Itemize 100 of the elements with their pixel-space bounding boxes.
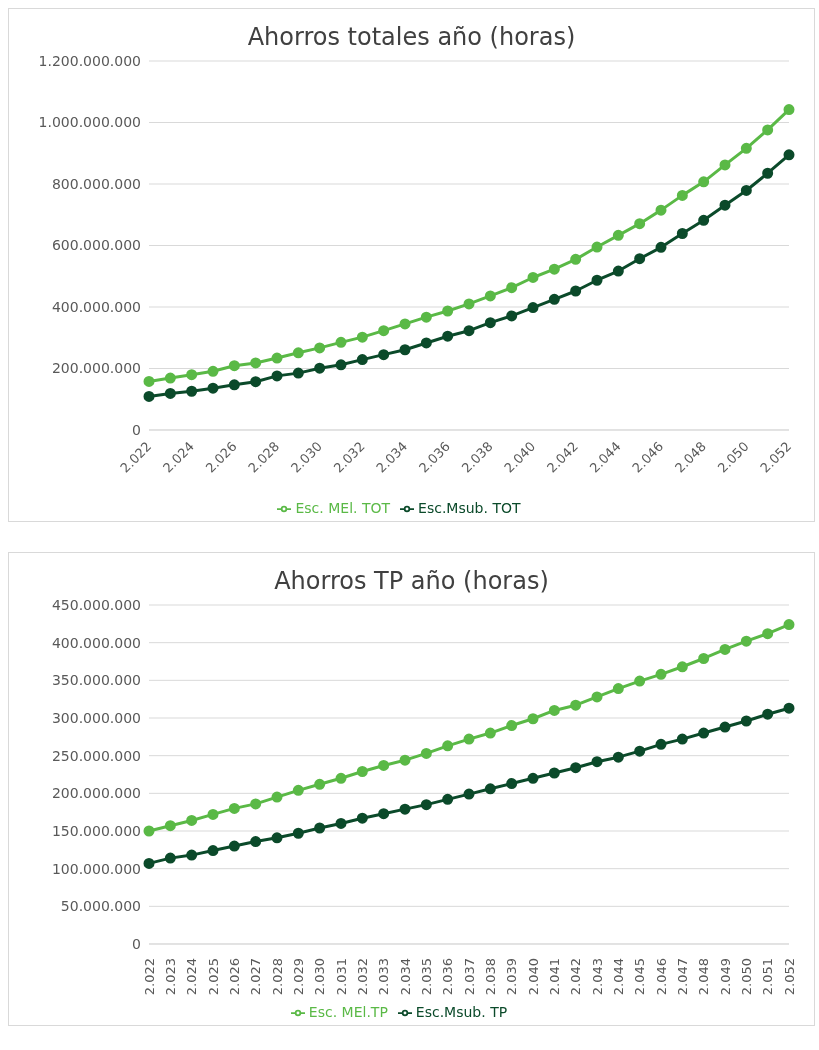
x-tick-label: 2.042 [568, 958, 584, 996]
point [527, 713, 539, 725]
point [378, 325, 390, 337]
point [612, 683, 624, 695]
point [186, 849, 198, 861]
point [527, 302, 539, 314]
point [250, 836, 262, 848]
point [719, 643, 731, 655]
x-tick-label: 2.044 [610, 958, 626, 996]
point [676, 228, 688, 240]
point [335, 336, 347, 348]
point [143, 857, 155, 869]
x-tick-label: 2.045 [632, 958, 648, 996]
point [164, 372, 176, 384]
point [420, 799, 432, 811]
point [463, 298, 475, 310]
point [442, 305, 454, 317]
point [484, 290, 496, 302]
point [548, 767, 560, 779]
point [634, 253, 646, 265]
point [356, 765, 368, 777]
point [548, 263, 560, 275]
x-tick-label: 2.040 [525, 958, 541, 996]
point [506, 310, 518, 322]
point [420, 747, 432, 759]
x-tick-label: 2.036 [440, 958, 456, 996]
x-tick-label: 2.047 [674, 958, 690, 996]
point [506, 282, 518, 294]
point [676, 189, 688, 201]
point [762, 167, 774, 179]
y-tick-label: 0 [132, 421, 141, 438]
point [228, 379, 240, 391]
point [570, 699, 582, 711]
point [484, 317, 496, 329]
point [378, 759, 390, 771]
y-tick-label: 200.000.000 [51, 785, 141, 802]
point [719, 159, 731, 171]
point [271, 832, 283, 844]
point [634, 218, 646, 230]
point [399, 803, 411, 815]
y-tick-label: 50.000.000 [60, 898, 141, 915]
point [570, 253, 582, 265]
legend-label: Esc.Msub. TP [415, 1004, 508, 1020]
point [207, 382, 219, 394]
y-tick-label: 1.200.000.000 [38, 52, 141, 69]
point [591, 241, 603, 253]
point [484, 727, 496, 739]
point [676, 661, 688, 673]
point [591, 691, 603, 703]
point [676, 733, 688, 745]
point [783, 104, 795, 116]
point [228, 840, 240, 852]
y-tick-label: 150.000.000 [51, 822, 141, 839]
point [548, 293, 560, 305]
y-tick-label: 800.000.000 [51, 175, 141, 192]
x-tick-label: 2.052 [781, 958, 797, 996]
y-tick-label: 400.000.000 [51, 634, 141, 651]
y-tick-label: 450.000.000 [51, 596, 141, 613]
point [399, 318, 411, 330]
point [292, 367, 304, 379]
point [250, 798, 262, 810]
point [314, 778, 326, 790]
x-tick-label: 2.025 [205, 958, 221, 996]
x-tick-label: 2.022 [141, 958, 157, 996]
point [698, 727, 710, 739]
point [186, 814, 198, 826]
point [719, 199, 731, 211]
legend-label: Esc. MEl.TP [308, 1004, 388, 1020]
point [335, 817, 347, 829]
x-tick-label: 2.050 [738, 958, 754, 996]
x-tick-label: 2.029 [290, 958, 306, 996]
point [698, 214, 710, 226]
point [250, 357, 262, 369]
point [143, 390, 155, 402]
x-tick-label: 2.043 [589, 958, 605, 996]
x-tick-label: 2.023 [162, 958, 178, 996]
x-tick-label: 2.046 [653, 958, 669, 996]
point [506, 778, 518, 790]
point [527, 772, 539, 784]
chart-title: Ahorros totales año (horas) [246, 22, 577, 51]
point [570, 285, 582, 297]
point [207, 365, 219, 377]
x-tick-label: 2.031 [333, 958, 349, 996]
point [271, 370, 283, 382]
point [378, 808, 390, 820]
point [634, 745, 646, 757]
y-tick-label: 300.000.000 [51, 709, 141, 726]
x-tick-label: 2.027 [248, 958, 264, 996]
y-tick-label: 250.000.000 [51, 747, 141, 764]
x-tick-label: 2.039 [504, 958, 520, 996]
x-tick-label: 2.030 [312, 958, 328, 996]
point [207, 845, 219, 857]
point [612, 229, 624, 241]
y-tick-label: 400.000.000 [51, 298, 141, 315]
point [548, 704, 560, 716]
x-tick-label: 2.024 [184, 958, 200, 996]
point [783, 619, 795, 631]
point [740, 142, 752, 154]
legend-label: Esc. MEl. TOT [295, 500, 391, 516]
point [164, 387, 176, 399]
